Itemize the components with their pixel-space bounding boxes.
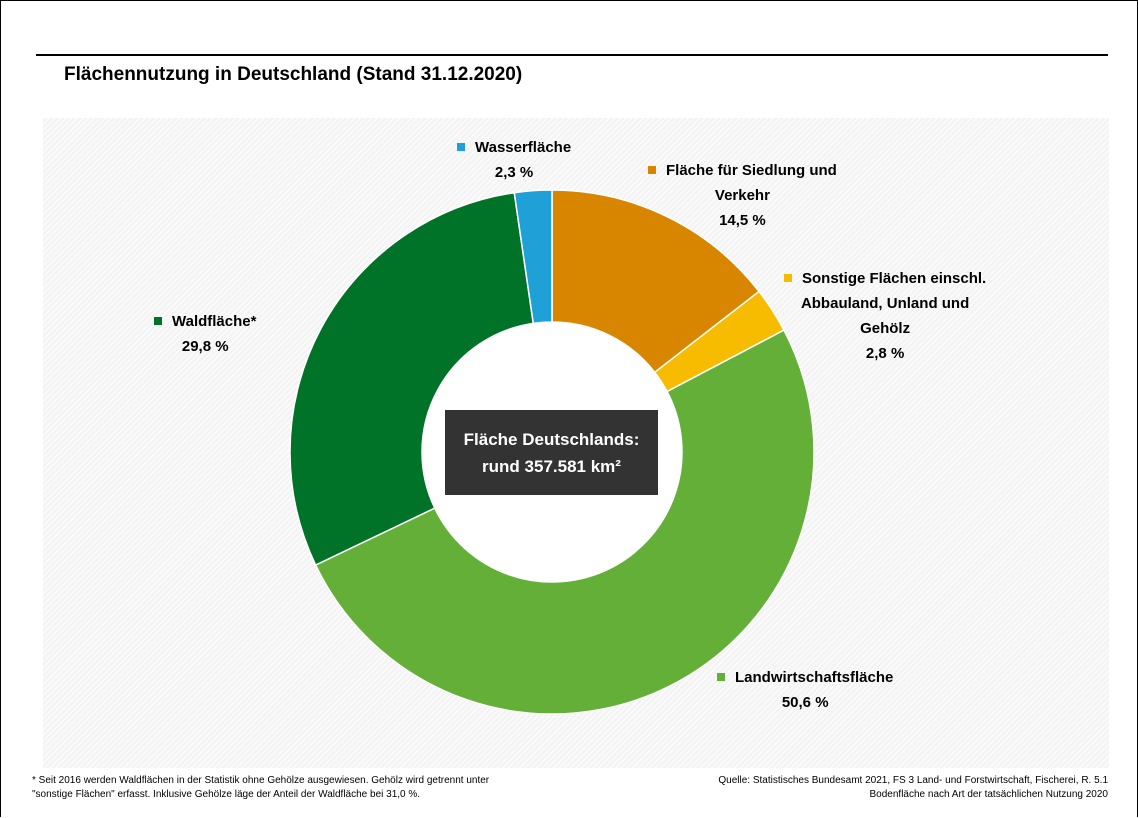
wasserflaeche-swatch-icon (457, 143, 465, 151)
siedlung-swatch-icon (648, 166, 656, 174)
sonstige-name-line2: Abbauland, Unland und (800, 295, 970, 312)
footnote: * Seit 2016 werden Waldflächen in der St… (32, 774, 489, 802)
siedlung-name-line2: Verkehr (714, 187, 770, 204)
waldflaeche-value: 29,8 % (181, 338, 229, 355)
source-line2: Bodenfläche nach Art der tatsächlichen N… (869, 789, 1109, 800)
siedlung-value: 14,5 % (719, 212, 766, 229)
sonstige-name-line3: Gehölz (860, 320, 911, 337)
source-note: Quelle: Statistisches Bundesamt 2021, FS… (718, 774, 1108, 802)
chart-title: Flächennutzung in Deutschland (Stand 31.… (64, 64, 523, 85)
center-box-line1: Fläche Deutschlands: (463, 429, 640, 449)
landwirtschaft-value: 50,6 % (781, 694, 829, 711)
label-siedlung-verkehr: Fläche für Siedlung und Verkehr 14,5 % (648, 158, 837, 233)
wasserflaeche-value: 2,3 % (494, 164, 534, 181)
sonstige-name-line1: Sonstige Flächen einschl. (802, 270, 987, 287)
landwirtschaft-name: Landwirtschaftsfläche (735, 669, 894, 686)
top-rule (36, 54, 1108, 56)
label-landwirtschaftsflaeche: Landwirtschaftsfläche 50,6 % (717, 665, 893, 715)
footnote-line1: * Seit 2016 werden Waldflächen in der St… (32, 775, 490, 786)
waldflaeche-name: Waldfläche* (172, 313, 257, 330)
siedlung-name-line1: Fläche für Siedlung und (666, 162, 837, 179)
label-wasserflaeche: Wasserfläche 2,3 % (457, 135, 571, 185)
center-box: Fläche Deutschlands: rund 357.581 km² (445, 410, 658, 495)
footnote-line2: "sonstige Flächen" erfasst. Inklusive Ge… (32, 789, 421, 800)
label-waldflaeche: Waldfläche* 29,8 % (154, 309, 256, 359)
sonstige-swatch-icon (784, 274, 792, 282)
label-sonstige-flaechen: Sonstige Flächen einschl. Abbauland, Unl… (784, 266, 986, 366)
wasserflaeche-name: Wasserfläche (475, 139, 572, 156)
center-box-line2: rund 357.581 km² (482, 456, 621, 476)
source-line1: Quelle: Statistisches Bundesamt 2021, FS… (718, 775, 1108, 786)
landwirtschaft-swatch-icon (717, 673, 725, 681)
waldflaeche-swatch-icon (154, 317, 162, 325)
sonstige-value: 2,8 % (865, 345, 905, 362)
